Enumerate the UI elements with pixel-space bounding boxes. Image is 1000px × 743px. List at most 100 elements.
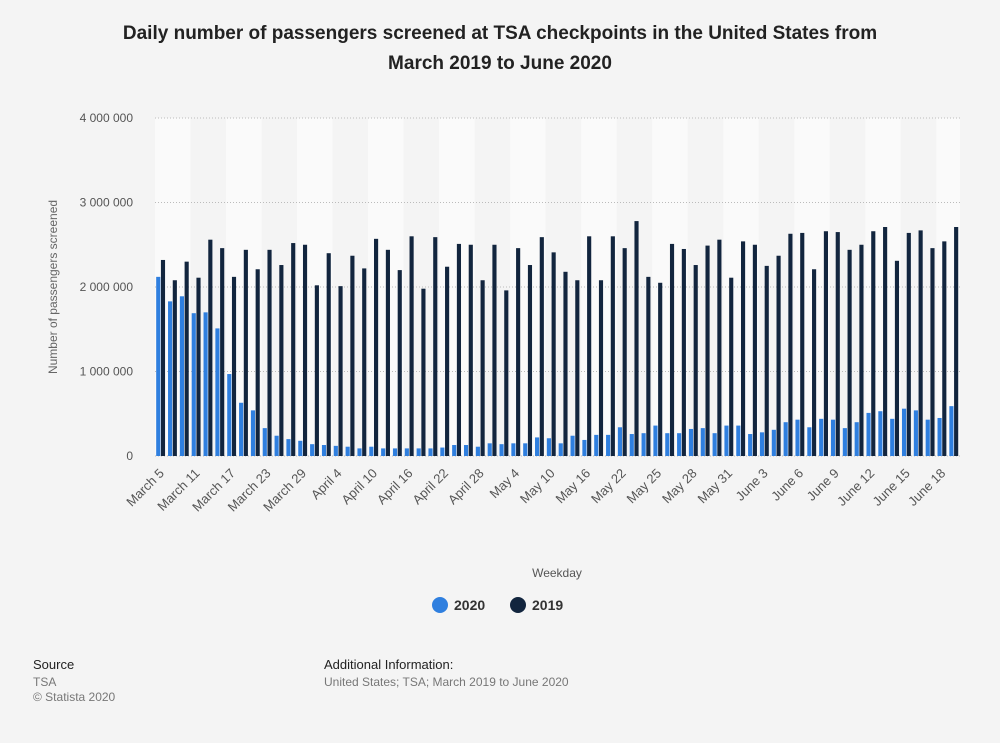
legend-marker xyxy=(432,597,448,613)
bar xyxy=(385,249,390,456)
bar xyxy=(267,249,272,456)
x-axis-label: Weekday xyxy=(532,566,582,580)
bar xyxy=(310,444,315,456)
bar xyxy=(587,236,592,456)
bar xyxy=(776,255,781,456)
bar xyxy=(551,252,556,456)
y-tick-label: 3 000 000 xyxy=(80,196,134,210)
bar xyxy=(819,418,824,456)
bar xyxy=(220,248,225,456)
bar xyxy=(535,437,540,456)
bar xyxy=(416,448,421,456)
bar xyxy=(783,422,788,456)
bar xyxy=(445,266,450,456)
bar xyxy=(463,445,469,456)
bar xyxy=(274,435,279,456)
bar xyxy=(338,286,343,456)
bar xyxy=(362,268,367,456)
bar xyxy=(298,440,303,456)
bar xyxy=(622,248,627,456)
legend-marker xyxy=(510,597,526,613)
bar xyxy=(598,280,604,456)
bar xyxy=(878,411,883,456)
bar xyxy=(191,313,196,456)
bar xyxy=(421,288,426,456)
bar xyxy=(456,243,462,456)
bar xyxy=(736,425,741,456)
bar xyxy=(669,243,675,456)
bar xyxy=(688,428,694,456)
bar xyxy=(558,443,563,456)
bar xyxy=(243,249,248,456)
bar xyxy=(788,233,793,456)
bar xyxy=(606,434,611,456)
bar xyxy=(812,269,817,456)
bar xyxy=(397,270,402,456)
bar xyxy=(807,427,812,456)
bar xyxy=(906,232,911,456)
bar xyxy=(771,429,776,456)
bar xyxy=(527,265,533,456)
bar xyxy=(208,239,213,456)
bar xyxy=(179,296,184,456)
bar xyxy=(759,432,765,456)
bar xyxy=(724,425,729,456)
bar xyxy=(748,434,753,456)
bar xyxy=(764,265,769,456)
bar xyxy=(705,245,710,456)
bar xyxy=(646,276,651,456)
info-heading: Additional Information: xyxy=(324,657,453,672)
y-tick-label: 4 000 000 xyxy=(80,111,134,125)
bar xyxy=(800,232,805,456)
bar xyxy=(883,227,888,456)
bar xyxy=(321,445,327,456)
bar xyxy=(582,439,587,456)
bar xyxy=(752,244,757,456)
bar xyxy=(428,448,433,456)
bar xyxy=(215,328,220,456)
bar xyxy=(357,448,362,456)
bar xyxy=(830,419,836,456)
bar xyxy=(847,249,852,456)
bar xyxy=(160,259,166,456)
source-heading: Source xyxy=(33,657,74,672)
bar xyxy=(286,439,291,456)
bar xyxy=(487,443,492,456)
bar xyxy=(227,374,232,456)
y-tick-label: 1 000 000 xyxy=(80,365,134,379)
bar xyxy=(823,231,828,456)
bar xyxy=(452,445,457,456)
bar xyxy=(740,241,746,456)
bar xyxy=(546,438,551,456)
bar xyxy=(172,280,177,456)
bar xyxy=(374,238,379,456)
bar xyxy=(871,231,876,456)
bar xyxy=(302,244,308,456)
y-tick-label: 0 xyxy=(126,449,133,463)
bar xyxy=(954,227,959,456)
bar xyxy=(168,301,173,456)
bar xyxy=(729,277,734,456)
bar xyxy=(677,433,682,456)
bar xyxy=(681,248,686,456)
bar xyxy=(913,410,918,456)
bar xyxy=(901,408,907,456)
bar xyxy=(480,280,485,456)
bar xyxy=(511,443,516,456)
bar xyxy=(925,419,930,456)
bar xyxy=(717,239,722,456)
bar xyxy=(156,276,161,456)
bar xyxy=(381,448,386,456)
bar xyxy=(433,237,438,456)
bar xyxy=(404,448,409,456)
bar xyxy=(594,434,599,456)
bar xyxy=(392,448,398,456)
y-tick-label: 2 000 000 xyxy=(80,280,134,294)
bar xyxy=(835,232,840,456)
bar xyxy=(653,425,658,456)
bar xyxy=(255,269,260,456)
bar xyxy=(440,447,445,456)
bar xyxy=(350,255,355,456)
bar xyxy=(795,419,800,456)
